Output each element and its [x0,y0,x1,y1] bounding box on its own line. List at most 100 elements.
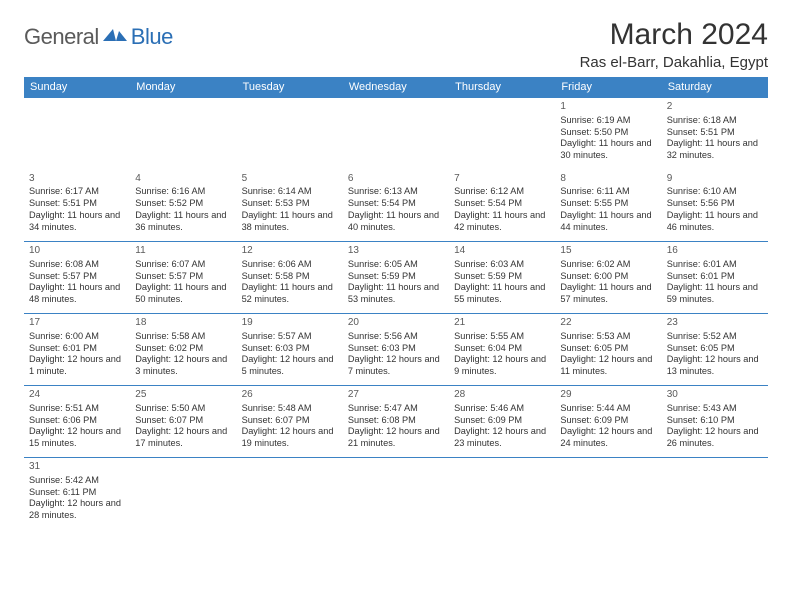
day-number: 14 [454,245,550,258]
calendar-body: 1Sunrise: 6:19 AMSunset: 5:50 PMDaylight… [24,98,768,530]
daylight-line: Daylight: 11 hours and 42 minutes. [454,210,550,234]
sunset-line: Sunset: 5:54 PM [348,198,444,210]
sunset-line: Sunset: 6:05 PM [560,343,656,355]
day-cell: 19Sunrise: 5:57 AMSunset: 6:03 PMDayligh… [237,314,343,386]
daylight-line: Daylight: 11 hours and 36 minutes. [135,210,231,234]
day-number: 26 [242,389,338,402]
daylight-line: Daylight: 11 hours and 52 minutes. [242,282,338,306]
day-cell: 1Sunrise: 6:19 AMSunset: 5:50 PMDaylight… [555,98,661,170]
day-cell: 17Sunrise: 6:00 AMSunset: 6:01 PMDayligh… [24,314,130,386]
day-cell: 2Sunrise: 6:18 AMSunset: 5:51 PMDaylight… [662,98,768,170]
day-cell: 9Sunrise: 6:10 AMSunset: 5:56 PMDaylight… [662,170,768,242]
day-number: 5 [242,173,338,186]
sunrise-line: Sunrise: 5:58 AM [135,331,231,343]
daylight-line: Daylight: 12 hours and 1 minute. [29,354,125,378]
weekday-header: Saturday [662,77,768,98]
day-cell: 28Sunrise: 5:46 AMSunset: 6:09 PMDayligh… [449,386,555,458]
day-cell: 11Sunrise: 6:07 AMSunset: 5:57 PMDayligh… [130,242,236,314]
day-number: 22 [560,317,656,330]
daylight-line: Daylight: 12 hours and 7 minutes. [348,354,444,378]
daylight-line: Daylight: 11 hours and 57 minutes. [560,282,656,306]
empty-cell [24,98,130,170]
empty-cell [662,458,768,530]
day-number: 9 [667,173,763,186]
weekday-header: Monday [130,77,236,98]
sunset-line: Sunset: 5:56 PM [667,198,763,210]
sunset-line: Sunset: 5:57 PM [29,271,125,283]
day-number: 6 [348,173,444,186]
sunset-line: Sunset: 6:06 PM [29,415,125,427]
sunrise-line: Sunrise: 6:18 AM [667,115,763,127]
sunrise-line: Sunrise: 5:47 AM [348,403,444,415]
sunrise-line: Sunrise: 6:03 AM [454,259,550,271]
sunrise-line: Sunrise: 6:19 AM [560,115,656,127]
weekday-header: Wednesday [343,77,449,98]
daylight-line: Daylight: 11 hours and 50 minutes. [135,282,231,306]
sunset-line: Sunset: 6:04 PM [454,343,550,355]
day-cell: 5Sunrise: 6:14 AMSunset: 5:53 PMDaylight… [237,170,343,242]
sunset-line: Sunset: 6:01 PM [29,343,125,355]
day-number: 15 [560,245,656,258]
weekday-header: Sunday [24,77,130,98]
daylight-line: Daylight: 12 hours and 9 minutes. [454,354,550,378]
daylight-line: Daylight: 12 hours and 5 minutes. [242,354,338,378]
calendar-head: SundayMondayTuesdayWednesdayThursdayFrid… [24,77,768,98]
sunset-line: Sunset: 5:55 PM [560,198,656,210]
day-number: 28 [454,389,550,402]
day-cell: 23Sunrise: 5:52 AMSunset: 6:05 PMDayligh… [662,314,768,386]
sunrise-line: Sunrise: 6:01 AM [667,259,763,271]
day-number: 20 [348,317,444,330]
day-cell: 8Sunrise: 6:11 AMSunset: 5:55 PMDaylight… [555,170,661,242]
logo-text-general: General [24,24,99,50]
day-cell: 20Sunrise: 5:56 AMSunset: 6:03 PMDayligh… [343,314,449,386]
day-cell: 16Sunrise: 6:01 AMSunset: 6:01 PMDayligh… [662,242,768,314]
empty-cell [343,458,449,530]
daylight-line: Daylight: 12 hours and 15 minutes. [29,426,125,450]
sunrise-line: Sunrise: 5:56 AM [348,331,444,343]
sunrise-line: Sunrise: 6:10 AM [667,186,763,198]
sunset-line: Sunset: 6:07 PM [135,415,231,427]
sunset-line: Sunset: 6:07 PM [242,415,338,427]
empty-cell [449,98,555,170]
sunset-line: Sunset: 6:08 PM [348,415,444,427]
day-number: 11 [135,245,231,258]
daylight-line: Daylight: 11 hours and 40 minutes. [348,210,444,234]
sunset-line: Sunset: 5:52 PM [135,198,231,210]
day-cell: 30Sunrise: 5:43 AMSunset: 6:10 PMDayligh… [662,386,768,458]
daylight-line: Daylight: 11 hours and 59 minutes. [667,282,763,306]
day-cell: 21Sunrise: 5:55 AMSunset: 6:04 PMDayligh… [449,314,555,386]
daylight-line: Daylight: 12 hours and 23 minutes. [454,426,550,450]
sunrise-line: Sunrise: 5:50 AM [135,403,231,415]
sunrise-line: Sunrise: 5:48 AM [242,403,338,415]
day-number: 17 [29,317,125,330]
day-cell: 6Sunrise: 6:13 AMSunset: 5:54 PMDaylight… [343,170,449,242]
sunrise-line: Sunrise: 6:16 AM [135,186,231,198]
daylight-line: Daylight: 11 hours and 34 minutes. [29,210,125,234]
sunrise-line: Sunrise: 6:13 AM [348,186,444,198]
sunrise-line: Sunrise: 6:07 AM [135,259,231,271]
day-number: 24 [29,389,125,402]
daylight-line: Daylight: 12 hours and 21 minutes. [348,426,444,450]
sunset-line: Sunset: 5:57 PM [135,271,231,283]
sunrise-line: Sunrise: 5:43 AM [667,403,763,415]
logo-text-blue: Blue [131,24,173,50]
daylight-line: Daylight: 12 hours and 17 minutes. [135,426,231,450]
day-number: 2 [667,101,763,114]
daylight-line: Daylight: 11 hours and 53 minutes. [348,282,444,306]
day-number: 21 [454,317,550,330]
sunrise-line: Sunrise: 5:52 AM [667,331,763,343]
day-number: 8 [560,173,656,186]
sunrise-line: Sunrise: 5:44 AM [560,403,656,415]
day-cell: 4Sunrise: 6:16 AMSunset: 5:52 PMDaylight… [130,170,236,242]
daylight-line: Daylight: 12 hours and 28 minutes. [29,498,125,522]
sunrise-line: Sunrise: 6:06 AM [242,259,338,271]
day-number: 30 [667,389,763,402]
sunset-line: Sunset: 5:54 PM [454,198,550,210]
title-block: March 2024 Ras el-Barr, Dakahlia, Egypt [580,18,768,71]
day-cell: 24Sunrise: 5:51 AMSunset: 6:06 PMDayligh… [24,386,130,458]
sunset-line: Sunset: 5:51 PM [29,198,125,210]
sunrise-line: Sunrise: 6:05 AM [348,259,444,271]
sunrise-line: Sunrise: 6:00 AM [29,331,125,343]
sunset-line: Sunset: 5:59 PM [454,271,550,283]
day-cell: 27Sunrise: 5:47 AMSunset: 6:08 PMDayligh… [343,386,449,458]
